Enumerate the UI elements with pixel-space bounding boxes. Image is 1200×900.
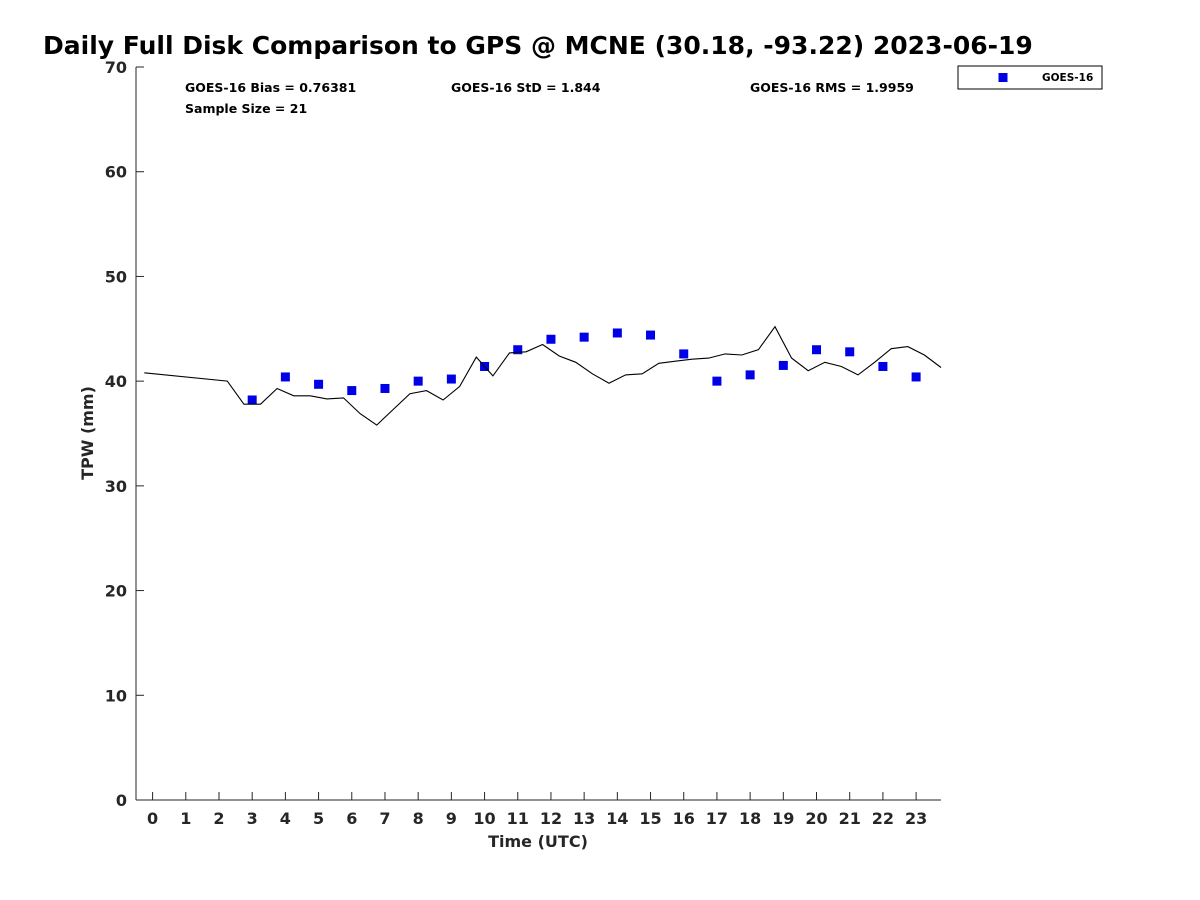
x-tick-label: 4: [280, 809, 291, 828]
x-tick-label: 21: [839, 809, 861, 828]
y-tick-label: 70: [105, 58, 127, 77]
x-tick-label: 13: [573, 809, 595, 828]
legend-label-goes16: GOES-16: [1042, 72, 1093, 84]
goes16-point: [380, 383, 390, 393]
x-tick-label: 17: [706, 809, 728, 828]
sample-size-stat: Sample Size = 21: [185, 101, 307, 116]
goes16-point: [247, 395, 257, 405]
goes16-point: [546, 334, 556, 344]
goes16-point: [712, 376, 722, 386]
x-tick-label: 7: [379, 809, 390, 828]
goes16-point: [347, 386, 357, 396]
x-tick-label: 11: [507, 809, 529, 828]
x-tick-label: 1: [180, 809, 191, 828]
x-tick-label: 9: [446, 809, 457, 828]
std-stat: GOES-16 StD = 1.844: [451, 80, 601, 95]
goes16-point: [513, 345, 523, 355]
x-axis-label: Time (UTC): [488, 832, 588, 851]
x-tick-label: 15: [639, 809, 661, 828]
x-tick-label: 8: [413, 809, 424, 828]
goes16-point: [280, 372, 290, 382]
x-tick-label: 19: [772, 809, 794, 828]
legend-box: [957, 65, 1103, 90]
x-tick-label: 12: [540, 809, 562, 828]
goes16-point: [878, 361, 888, 371]
x-tick-label: 0: [147, 809, 158, 828]
x-tick-label: 16: [673, 809, 695, 828]
legend-marker-goes16: [998, 73, 1008, 82]
x-tick-label: 10: [473, 809, 495, 828]
goes16-point: [646, 330, 656, 340]
x-tick-label: 14: [606, 809, 628, 828]
goes16-point: [579, 332, 589, 342]
y-tick-label: 0: [116, 791, 127, 810]
goes16-point: [679, 349, 689, 359]
bias-stat: GOES-16 Bias = 0.76381: [185, 80, 356, 95]
goes16-point: [812, 345, 822, 355]
x-tick-label: 5: [313, 809, 324, 828]
x-tick-label: 23: [905, 809, 927, 828]
y-tick-label: 30: [105, 477, 127, 496]
x-tick-label: 18: [739, 809, 761, 828]
y-tick-label: 60: [105, 163, 127, 182]
y-tick-label: 20: [105, 582, 127, 601]
y-tick-label: 40: [105, 372, 127, 391]
x-tick-label: 20: [805, 809, 827, 828]
chart-title: Daily Full Disk Comparison to GPS @ MCNE…: [43, 31, 1033, 60]
goes16-point: [911, 372, 921, 382]
y-tick-label: 10: [105, 686, 127, 705]
goes16-point: [612, 328, 622, 338]
legend: GOES-16: [957, 65, 1103, 90]
goes16-point: [845, 347, 855, 357]
goes16-point: [778, 360, 788, 370]
goes16-point: [314, 379, 324, 389]
x-tick-label: 2: [213, 809, 224, 828]
rms-stat: GOES-16 RMS = 1.9959: [750, 80, 914, 95]
gps-line: [144, 325, 942, 426]
x-tick-label: 22: [872, 809, 894, 828]
x-tick-label: 3: [247, 809, 258, 828]
goes16-point: [745, 370, 755, 380]
goes16-point: [446, 374, 456, 384]
y-tick-label: 50: [105, 267, 127, 286]
y-axis-label: TPW (mm): [78, 386, 97, 480]
goes16-point: [413, 376, 423, 386]
x-tick-label: 6: [346, 809, 357, 828]
